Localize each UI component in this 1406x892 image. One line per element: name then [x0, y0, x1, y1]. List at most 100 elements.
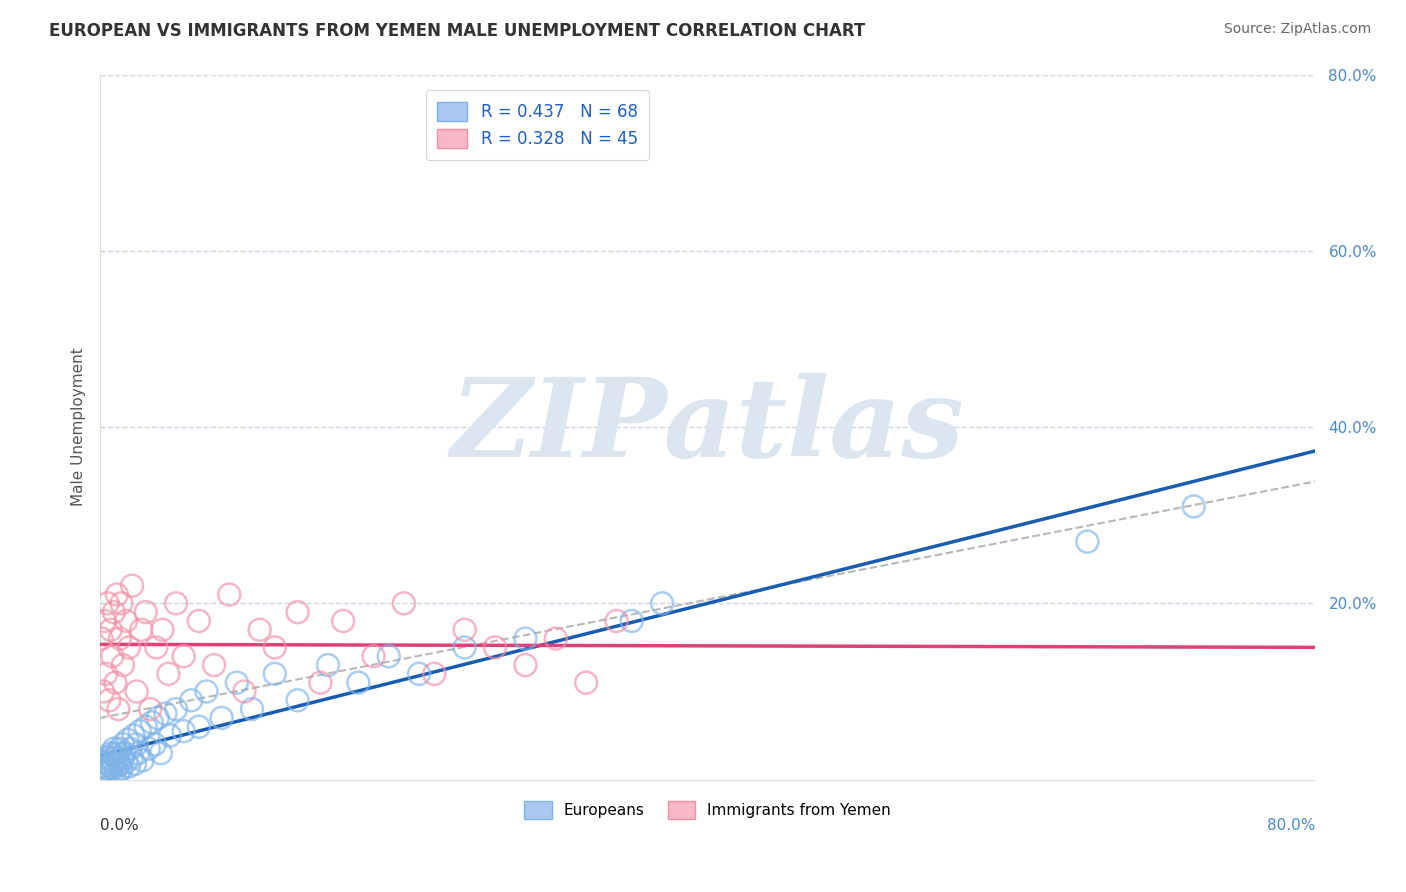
Point	[97, 750, 120, 764]
Point	[93, 764, 115, 778]
Point	[347, 675, 370, 690]
Point	[111, 658, 134, 673]
Point	[103, 605, 125, 619]
Point	[117, 733, 139, 747]
Point	[90, 632, 112, 646]
Point	[263, 666, 285, 681]
Point	[1182, 500, 1205, 514]
Point	[97, 596, 120, 610]
Point	[96, 765, 118, 780]
Point	[107, 702, 129, 716]
Point	[218, 588, 240, 602]
Point	[98, 753, 121, 767]
Point	[141, 715, 163, 730]
Point	[544, 632, 567, 646]
Point	[152, 623, 174, 637]
Point	[377, 649, 399, 664]
Point	[309, 675, 332, 690]
Point	[392, 596, 415, 610]
Point	[107, 753, 129, 767]
Point	[165, 596, 187, 610]
Point	[111, 737, 134, 751]
Point	[173, 724, 195, 739]
Point	[104, 750, 127, 764]
Point	[125, 737, 148, 751]
Point	[122, 729, 145, 743]
Point	[128, 724, 150, 739]
Point	[108, 741, 131, 756]
Point	[108, 632, 131, 646]
Point	[101, 649, 124, 664]
Point	[90, 764, 112, 778]
Point	[165, 702, 187, 716]
Point	[233, 684, 256, 698]
Text: 0.0%: 0.0%	[100, 818, 139, 833]
Point	[110, 596, 132, 610]
Point	[484, 640, 506, 655]
Text: 80.0%: 80.0%	[1267, 818, 1315, 833]
Point	[146, 711, 169, 725]
Point	[249, 623, 271, 637]
Point	[103, 741, 125, 756]
Point	[287, 693, 309, 707]
Point	[515, 632, 537, 646]
Point	[129, 623, 152, 637]
Point	[111, 750, 134, 764]
Point	[108, 756, 131, 771]
Point	[195, 684, 218, 698]
Point	[149, 746, 172, 760]
Point	[115, 614, 138, 628]
Point	[157, 666, 180, 681]
Point	[606, 614, 628, 628]
Point	[363, 649, 385, 664]
Point	[101, 762, 124, 776]
Point	[515, 658, 537, 673]
Point	[240, 702, 263, 716]
Point	[225, 675, 247, 690]
Point	[620, 614, 643, 628]
Point	[651, 596, 673, 610]
Y-axis label: Male Unemployment: Male Unemployment	[72, 348, 86, 507]
Point	[121, 750, 143, 764]
Point	[332, 614, 354, 628]
Text: ZIPatlas: ZIPatlas	[451, 374, 965, 481]
Point	[105, 588, 128, 602]
Point	[115, 755, 138, 769]
Point	[105, 746, 128, 760]
Point	[139, 702, 162, 716]
Point	[408, 666, 430, 681]
Point	[125, 684, 148, 698]
Point	[96, 666, 118, 681]
Point	[91, 759, 114, 773]
Point	[114, 746, 136, 760]
Point	[263, 640, 285, 655]
Point	[100, 623, 122, 637]
Point	[104, 764, 127, 778]
Point	[131, 753, 153, 767]
Point	[127, 746, 149, 760]
Point	[97, 762, 120, 776]
Point	[100, 746, 122, 760]
Point	[143, 737, 166, 751]
Text: EUROPEAN VS IMMIGRANTS FROM YEMEN MALE UNEMPLOYMENT CORRELATION CHART: EUROPEAN VS IMMIGRANTS FROM YEMEN MALE U…	[49, 22, 866, 40]
Point	[118, 640, 141, 655]
Point	[145, 640, 167, 655]
Point	[453, 623, 475, 637]
Point	[187, 720, 209, 734]
Point	[316, 658, 339, 673]
Point	[187, 614, 209, 628]
Point	[91, 684, 114, 698]
Point	[121, 579, 143, 593]
Point	[93, 614, 115, 628]
Point	[155, 706, 177, 721]
Point	[104, 675, 127, 690]
Point	[98, 764, 121, 778]
Point	[100, 759, 122, 773]
Point	[107, 765, 129, 780]
Point	[118, 759, 141, 773]
Point	[101, 747, 124, 762]
Point	[135, 720, 157, 734]
Point	[91, 765, 114, 780]
Point	[124, 756, 146, 771]
Point	[173, 649, 195, 664]
